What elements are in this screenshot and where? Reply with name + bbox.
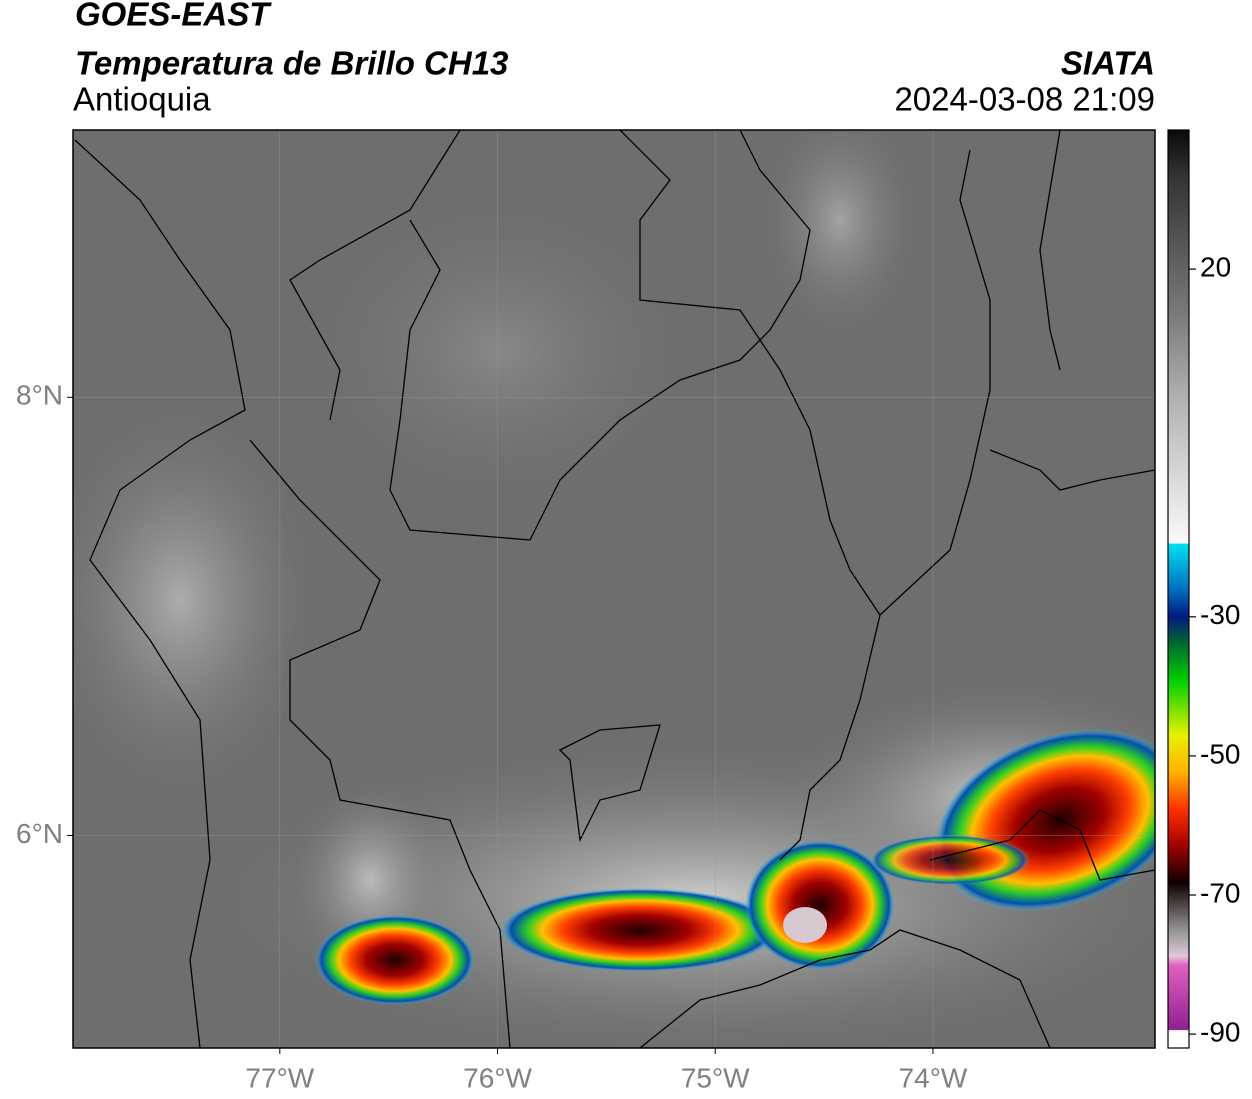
colorbar — [1167, 129, 1190, 1049]
x-tick-label: 77°W — [245, 1062, 314, 1093]
timestamp: 2024-03-08 21:09 — [894, 81, 1155, 118]
title: GOES-EAST — [75, 0, 272, 33]
map-image — [73, 130, 1155, 1048]
y-tick-label: 6°N — [16, 818, 63, 849]
region: Antioquia — [73, 81, 211, 118]
colorbar-tick-label: -50 — [1200, 738, 1240, 769]
colorbar-tick-label: -70 — [1200, 877, 1240, 908]
graticule — [73, 130, 1155, 1048]
colorbar-tick-label: 20 — [1200, 251, 1231, 282]
x-tick-label: 74°W — [899, 1062, 968, 1093]
y-tick-label: 8°N — [16, 380, 63, 411]
subtitle: Temperatura de Brillo CH13 — [75, 45, 508, 82]
source: SIATA — [1061, 45, 1155, 82]
colorbar-tick-label: -90 — [1200, 1016, 1240, 1047]
x-tick-label: 75°W — [681, 1062, 750, 1093]
map-frame — [72, 129, 1156, 1049]
colorbar-tick-label: -30 — [1200, 599, 1240, 630]
x-tick-label: 76°W — [463, 1062, 532, 1093]
